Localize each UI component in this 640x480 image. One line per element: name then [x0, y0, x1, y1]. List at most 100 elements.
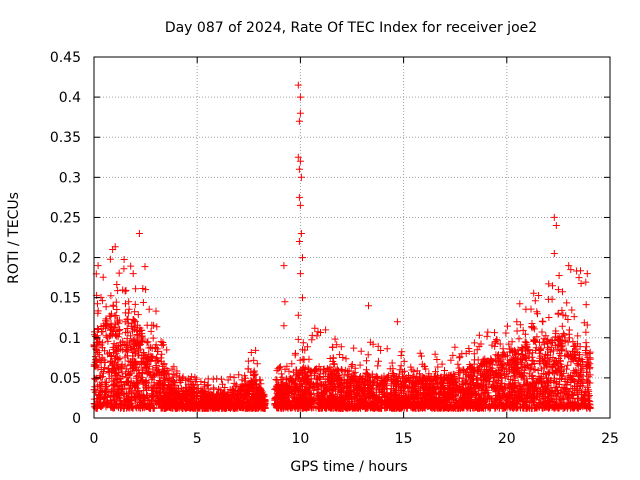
data-point: [410, 404, 418, 412]
data-point: [548, 336, 556, 344]
data-point: [138, 358, 146, 366]
data-point: [182, 376, 190, 384]
data-point: [135, 339, 143, 347]
data-point: [303, 378, 310, 386]
data-point: [218, 402, 226, 410]
data-point: [200, 396, 208, 404]
data-point: [465, 384, 473, 391]
data-point: [548, 295, 556, 303]
data-point: [406, 378, 414, 386]
data-point: [500, 368, 508, 376]
data-point: [553, 389, 561, 397]
data-point: [121, 287, 129, 295]
data-point: [499, 345, 507, 353]
data-point: [482, 388, 490, 396]
data-point: [512, 348, 519, 356]
data-point: [118, 362, 126, 370]
data-point: [454, 360, 462, 368]
data-point: [488, 368, 496, 376]
data-point: [456, 353, 464, 361]
data-point: [531, 297, 539, 305]
data-point: [250, 367, 258, 375]
data-point: [220, 398, 228, 406]
data-point: [534, 392, 542, 400]
data-point: [539, 355, 546, 363]
data-point: [390, 382, 398, 390]
data-point: [135, 388, 143, 396]
data-point: [545, 280, 553, 288]
data-point: [131, 358, 139, 366]
data-point: [138, 377, 146, 385]
data-point: [338, 396, 346, 404]
data-point: [145, 350, 153, 358]
data-point: [102, 303, 110, 311]
data-point: [486, 364, 494, 372]
data-point: [379, 378, 387, 386]
data-point: [369, 403, 376, 411]
data-point: [552, 379, 560, 387]
data-point: [116, 339, 124, 347]
data-point: [310, 386, 318, 394]
data-point: [99, 328, 107, 335]
data-point: [558, 396, 566, 404]
data-point: [551, 366, 559, 374]
data-point: [558, 374, 565, 382]
data-point: [553, 392, 561, 400]
data-point: [115, 316, 123, 324]
data-point: [149, 393, 157, 400]
data-point: [388, 359, 396, 367]
data-point: [583, 321, 591, 329]
data-point: [383, 345, 391, 353]
data-point: [297, 378, 305, 385]
data-point: [562, 347, 570, 355]
data-point: [491, 385, 499, 393]
data-point: [331, 335, 339, 343]
data-point: [327, 398, 335, 406]
data-point: [299, 355, 307, 363]
data-point: [250, 356, 258, 364]
data-point: [397, 352, 405, 359]
data-point: [515, 335, 523, 343]
data-point: [570, 389, 578, 397]
data-point: [427, 392, 435, 400]
data-point: [120, 256, 128, 263]
data-point: [320, 382, 327, 389]
data-point: [228, 386, 236, 394]
data-point: [459, 402, 467, 410]
data-point: [315, 382, 323, 390]
data-point: [352, 390, 360, 398]
data-point: [172, 390, 180, 398]
data-point: [122, 328, 130, 336]
data-point: [396, 366, 404, 374]
data-point: [115, 269, 123, 277]
data-point: [130, 317, 138, 325]
data-point: [122, 300, 129, 308]
data-point: [352, 374, 360, 382]
data-point: [103, 333, 111, 341]
data-point: [400, 357, 408, 365]
data-point: [569, 375, 577, 383]
data-point: [462, 369, 470, 377]
data-point: [132, 396, 140, 404]
data-point: [173, 372, 181, 380]
data-point: [108, 387, 116, 395]
data-point: [511, 364, 519, 372]
data-point: [291, 351, 299, 359]
data-point: [272, 400, 280, 408]
data-point: [370, 379, 377, 387]
data-point: [299, 339, 307, 347]
data-point: [292, 372, 300, 380]
data-point: [145, 369, 153, 377]
data-point: [102, 332, 110, 340]
data-point: [577, 379, 585, 387]
data-point: [374, 362, 382, 370]
data-point: [91, 386, 99, 394]
data-point: [347, 382, 355, 389]
data-point: [491, 329, 498, 337]
data-point: [357, 347, 365, 355]
data-point: [517, 347, 525, 355]
data-point: [576, 355, 584, 363]
data-point: [145, 305, 153, 313]
data-point: [445, 371, 453, 379]
data-point: [231, 395, 239, 402]
